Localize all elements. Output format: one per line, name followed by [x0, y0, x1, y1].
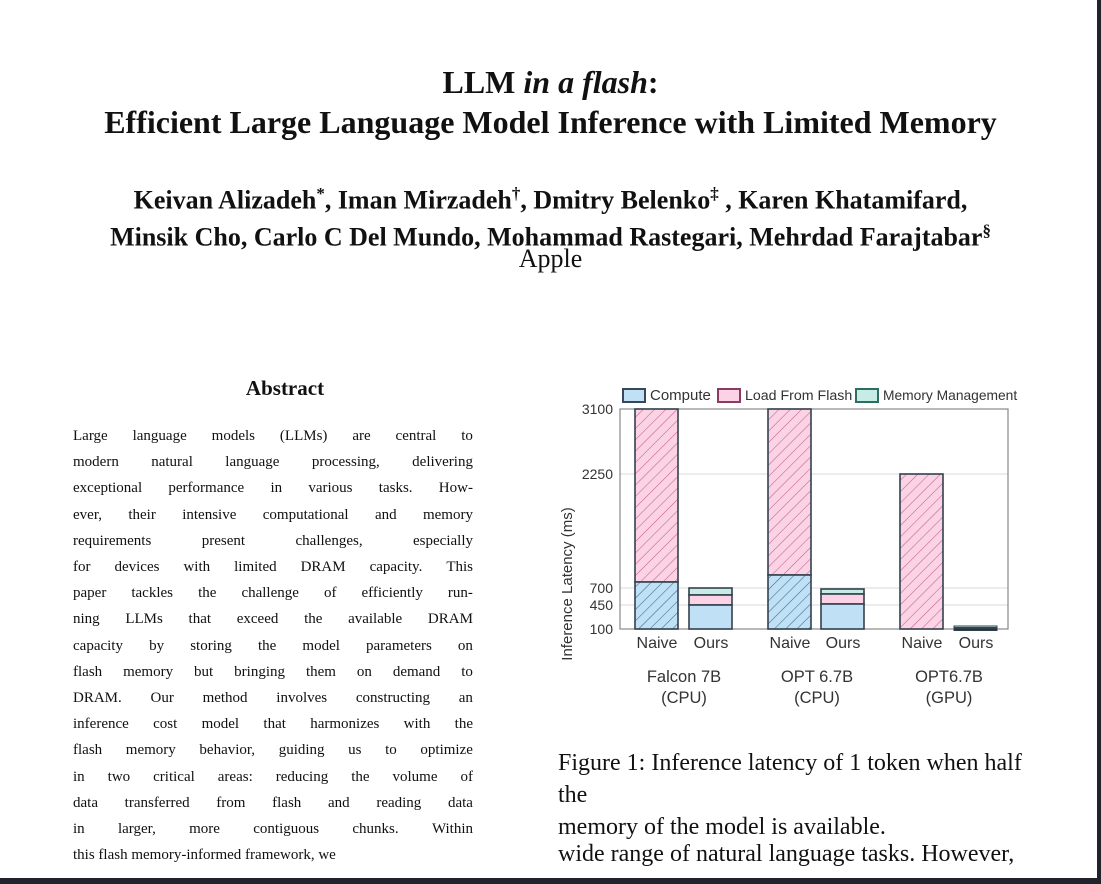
svg-text:Naive: Naive	[902, 635, 943, 652]
svg-text:3100: 3100	[582, 401, 613, 417]
svg-text:(CPU): (CPU)	[794, 689, 840, 707]
svg-text:Inference Latency (ms): Inference Latency (ms)	[559, 507, 576, 660]
svg-text:(CPU): (CPU)	[661, 689, 707, 707]
svg-text:(GPU): (GPU)	[926, 689, 973, 707]
svg-text:OPT 6.7B: OPT 6.7B	[781, 668, 853, 686]
svg-text:Memory Management: Memory Management	[883, 388, 1017, 403]
svg-text:Load From Flash: Load From Flash	[745, 388, 852, 404]
svg-text:Naive: Naive	[637, 635, 678, 652]
svg-text:Compute: Compute	[650, 387, 711, 404]
svg-text:Ours: Ours	[959, 635, 994, 652]
svg-text:100: 100	[590, 621, 614, 637]
svg-text:OPT6.7B: OPT6.7B	[915, 668, 983, 686]
svg-text:700: 700	[590, 580, 614, 596]
svg-text:Ours: Ours	[826, 635, 861, 652]
svg-text:Falcon 7B: Falcon 7B	[647, 668, 721, 686]
svg-text:Ours: Ours	[694, 635, 729, 652]
svg-text:450: 450	[590, 597, 614, 613]
svg-text:Naive: Naive	[770, 635, 811, 652]
svg-text:2250: 2250	[582, 466, 613, 482]
